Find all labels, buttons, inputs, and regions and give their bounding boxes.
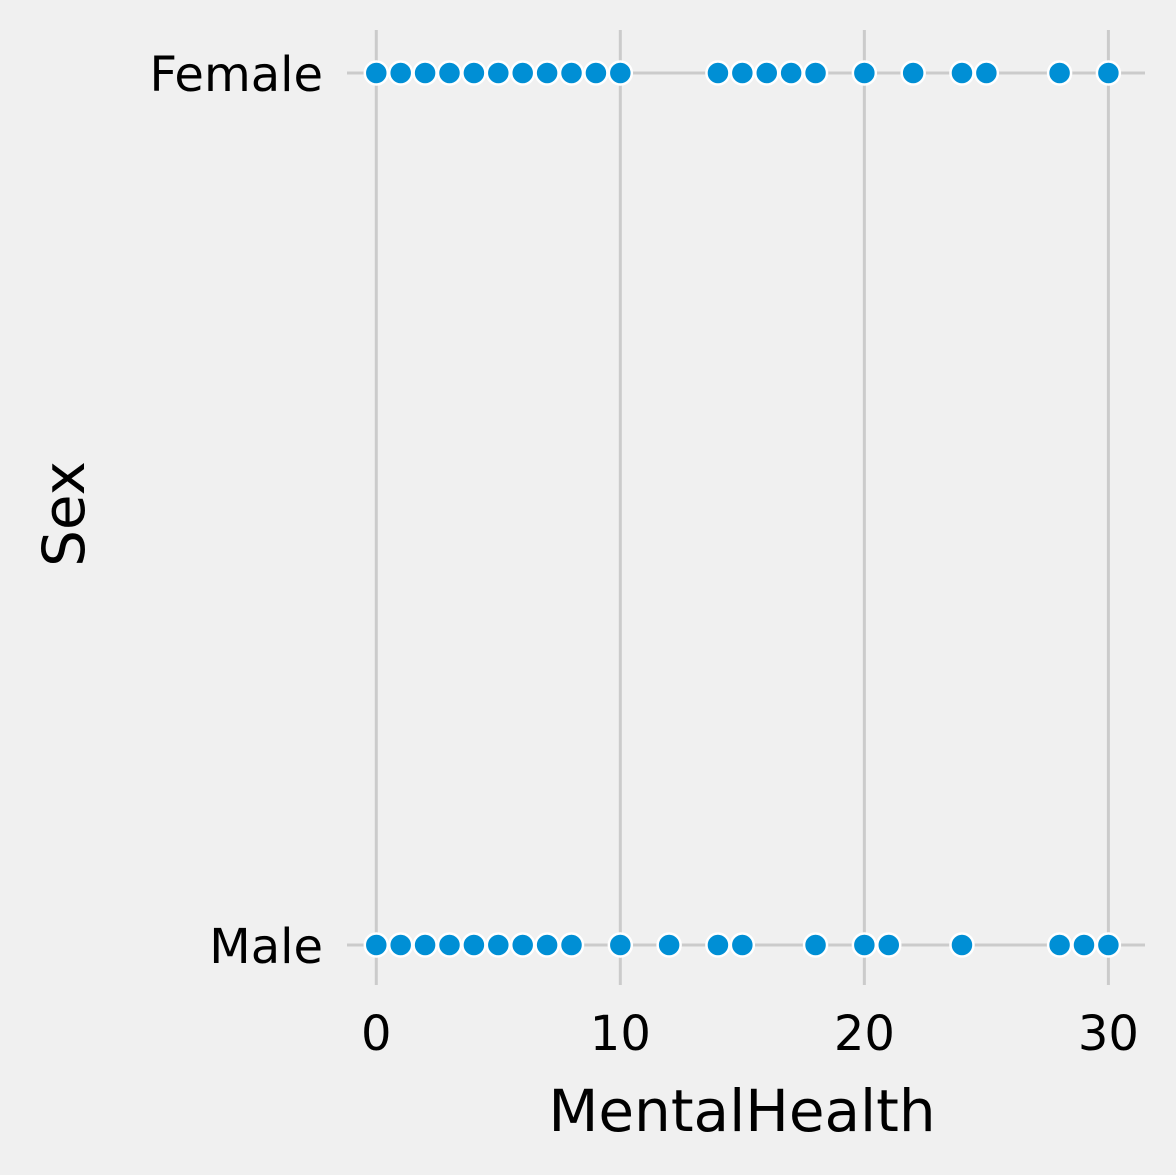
data-point (973, 60, 1000, 86)
data-point (802, 60, 829, 86)
data-point (436, 60, 463, 86)
data-point (461, 60, 487, 86)
data-point (509, 932, 536, 958)
y-tick-labels: Female Male (149, 47, 323, 975)
data-point (558, 932, 585, 958)
data-point (656, 932, 682, 958)
data-point (753, 60, 780, 86)
data-point (1046, 932, 1073, 958)
data-point (436, 932, 463, 958)
y-tick-label: Female (149, 47, 323, 103)
data-point (363, 60, 390, 86)
data-point (851, 60, 878, 86)
data-point (1095, 60, 1122, 86)
data-point (387, 60, 414, 86)
y-axis-title: Sex (30, 461, 98, 567)
data-point (900, 60, 926, 86)
data-point (363, 932, 390, 958)
data-point (461, 932, 487, 958)
x-tick-label: 20 (834, 1006, 895, 1062)
data-point (387, 932, 414, 958)
x-tick-label: 10 (590, 1006, 651, 1062)
data-point (851, 932, 878, 958)
y-tick-label: Male (209, 919, 323, 975)
data-point (485, 60, 512, 86)
data-point (1071, 932, 1097, 958)
data-point (558, 60, 585, 86)
data-point (485, 932, 512, 958)
data-point (412, 60, 438, 86)
data-point (607, 932, 634, 958)
data-point (1046, 60, 1073, 86)
data-point (876, 932, 902, 958)
data-point (583, 60, 609, 86)
x-axis-title: MentalHealth (548, 1077, 935, 1145)
data-point (1095, 932, 1122, 958)
data-points (363, 60, 1122, 958)
data-point (534, 60, 560, 86)
data-point (729, 60, 756, 86)
data-point (534, 932, 560, 958)
x-tick-label: 0 (361, 1006, 392, 1062)
grid-lines (347, 30, 1145, 985)
data-point (412, 932, 438, 958)
data-point (607, 60, 634, 86)
data-point (778, 60, 804, 86)
data-point (705, 60, 731, 86)
data-point (729, 932, 756, 958)
data-point (949, 932, 975, 958)
data-point (705, 932, 731, 958)
data-point (949, 60, 975, 86)
data-point (802, 932, 829, 958)
x-tick-label: 30 (1078, 1006, 1139, 1062)
data-point (509, 60, 536, 86)
x-tick-labels: 0 10 20 30 (361, 1006, 1139, 1062)
